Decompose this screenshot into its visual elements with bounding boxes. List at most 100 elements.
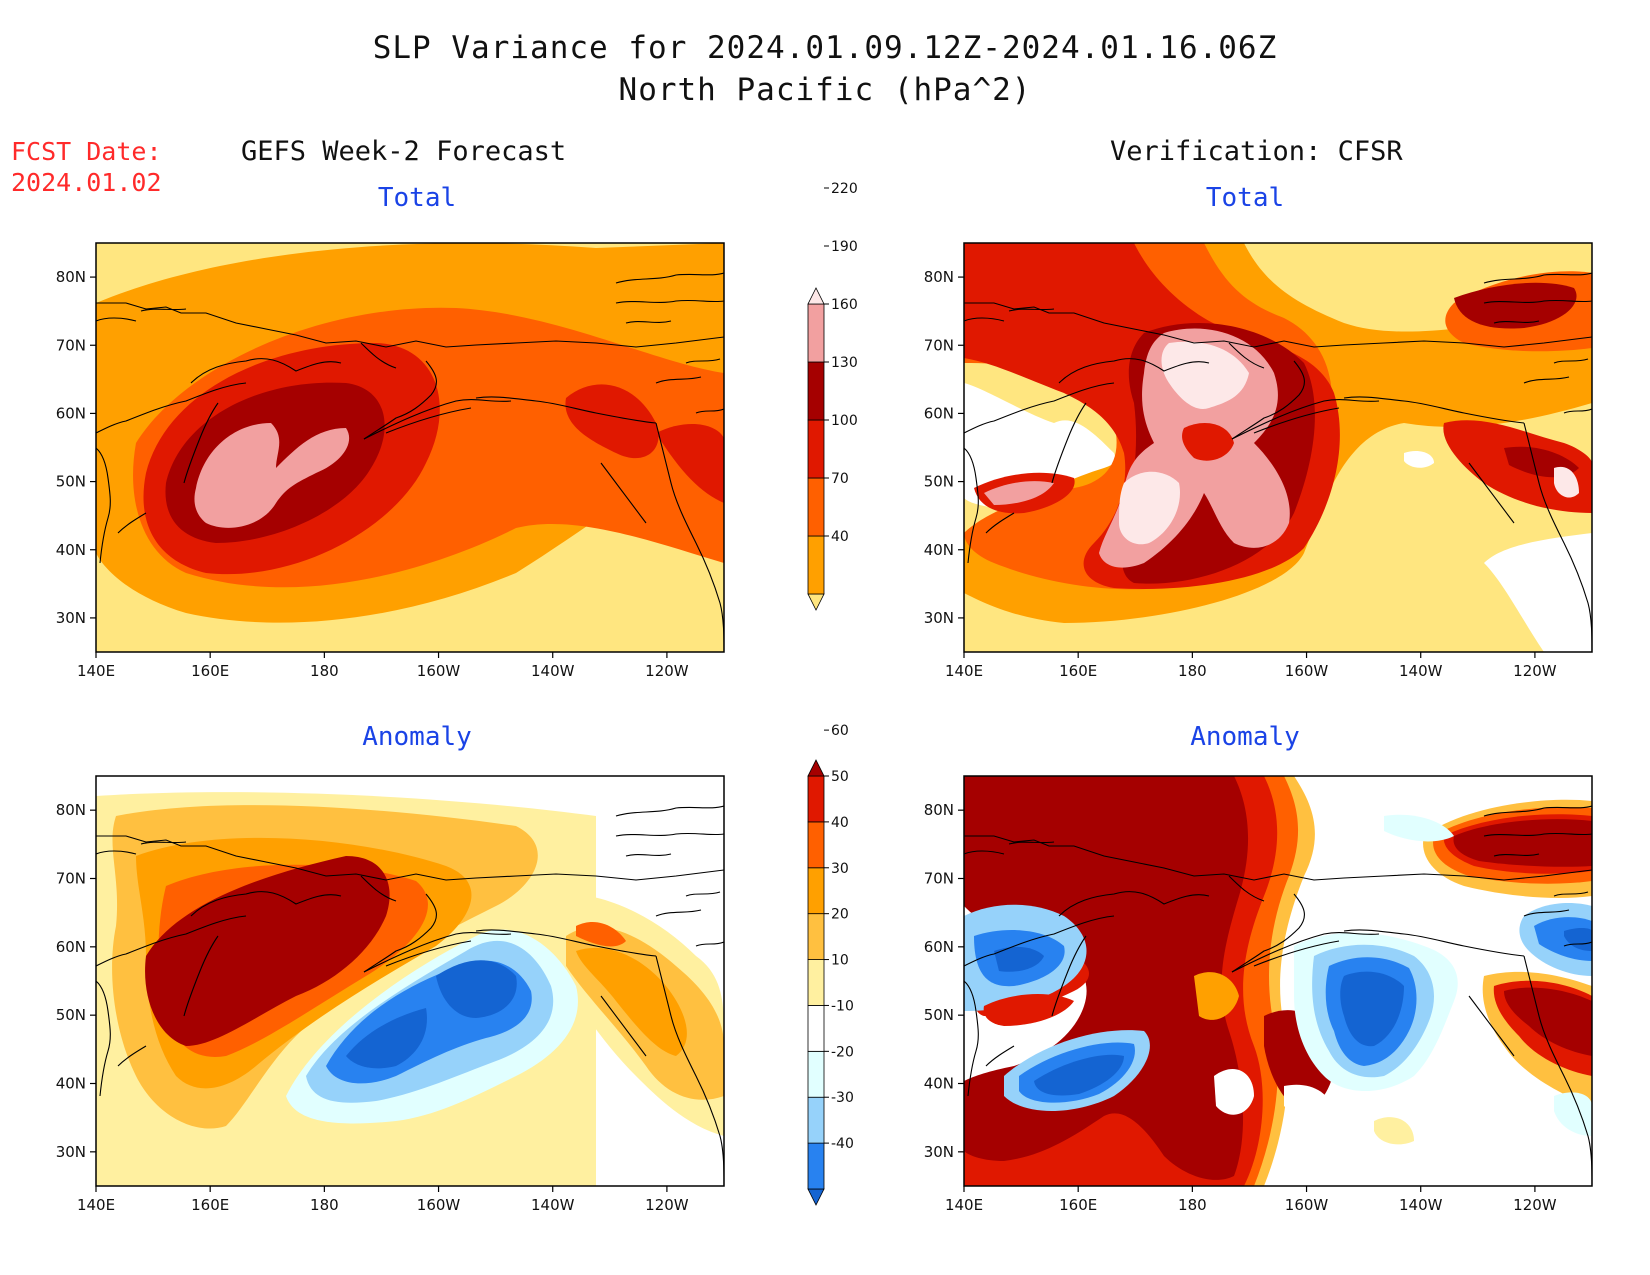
x-tick-label: 140W — [1399, 1196, 1443, 1214]
x-tick-label: 160E — [1059, 1196, 1097, 1214]
left-column-title: GEFS Week-2 Forecast — [241, 136, 567, 167]
y-tick-label: 80N — [56, 801, 86, 819]
colorbar-label: 60 — [831, 723, 849, 739]
x-tick-label: 160E — [1059, 662, 1097, 680]
colorbar-label: 40 — [831, 815, 849, 831]
right-column-title: Verification: CFSR — [1110, 136, 1403, 167]
panel-title-verif-anomaly: Anomaly — [1190, 722, 1300, 752]
colorbar-label: 130 — [831, 355, 858, 371]
x-tick-label: 180 — [1178, 662, 1207, 680]
x-tick-label: 160E — [191, 662, 229, 680]
x-tick-label: 180 — [310, 1196, 339, 1214]
colorbar-swatch — [807, 913, 825, 960]
y-tick-label: 30N — [56, 609, 86, 627]
colorbar-label: -20 — [831, 1044, 854, 1060]
y-tick-label: 70N — [924, 336, 954, 354]
y-tick-label: 40N — [924, 541, 954, 559]
colorbar-label: -40 — [831, 1136, 854, 1152]
colorbar-label: 20 — [831, 907, 849, 923]
panel-title-verif-total: Total — [1205, 183, 1285, 213]
colorbar-swatch — [807, 303, 825, 363]
forecast-date-block: FCST Date: 2024.01.02 — [11, 136, 162, 198]
x-tick-label: 160W — [417, 662, 461, 680]
y-tick-label: 70N — [56, 870, 86, 888]
colorbar-swatch — [807, 1188, 825, 1206]
y-tick-label: 60N — [924, 938, 954, 956]
map-frame — [963, 775, 1593, 1187]
panel-fcst-anomaly: 140E 160E 180 160W 140W 120W 80N 70N 60N 50N 40N 30… — [56, 775, 725, 1214]
colorbar-swatch — [807, 535, 825, 595]
y-tick-label: 40N — [56, 541, 86, 559]
x-tick-label: 120W — [645, 1196, 689, 1214]
colorbar-label: 100 — [831, 413, 858, 429]
y-tick-label: 50N — [56, 1006, 86, 1024]
colorbar-swatch — [807, 775, 825, 823]
x-tick-label: 140W — [1399, 662, 1443, 680]
y-tick-label: 50N — [924, 473, 954, 491]
forecast-date-label: FCST Date: — [11, 137, 162, 166]
colorbar-swatch — [807, 759, 825, 777]
y-tick-label: 40N — [924, 1075, 954, 1093]
colorbar-label: -10 — [831, 998, 854, 1014]
colorbar-swatch — [807, 867, 825, 915]
verif-total-field — [964, 243, 1592, 652]
colorbar-label: 220 — [831, 181, 858, 197]
x-tick-label: 140E — [77, 1196, 115, 1214]
colorbar-label: -30 — [831, 1090, 854, 1106]
colorbar-anomaly: -40 -30 -20 -10 10 20 30 40 50 60 — [807, 723, 854, 1206]
colorbar-swatch — [807, 287, 825, 305]
y-tick-label: 30N — [924, 1143, 954, 1161]
y-tick-label: 60N — [56, 938, 86, 956]
y-tick-label: 80N — [924, 268, 954, 286]
y-tick-label: 80N — [56, 268, 86, 286]
panel-title-fcst-anomaly: Anomaly — [362, 722, 472, 752]
colorbar-label: 50 — [831, 769, 849, 785]
colorbar-label: 30 — [831, 861, 849, 877]
y-tick-label: 80N — [924, 801, 954, 819]
colorbar-swatch — [807, 593, 825, 611]
colorbar-swatch — [807, 1005, 825, 1052]
colorbar-label: 10 — [831, 953, 849, 969]
colorbar-label: 70 — [831, 471, 849, 487]
fcst-anomaly-field — [96, 776, 724, 1186]
panel-verif-anomaly: 140E 160E 180 160W 140W 120W 80N 70N 60N 50N 40N 30… — [924, 775, 1593, 1214]
colorbar-swatch — [807, 1050, 825, 1098]
panel-fcst-total: 140E 160E 180 160W 140W 120W 80N 70N 60N 50N 40N 30… — [56, 242, 725, 680]
x-tick-label: 160E — [191, 1196, 229, 1214]
x-tick-label: 180 — [1178, 1196, 1207, 1214]
colorbar-label: 160 — [831, 297, 858, 313]
colorbar-swatch — [807, 821, 825, 869]
x-tick-label: 140W — [531, 662, 575, 680]
fcst-total-field — [96, 243, 724, 652]
colorbar-swatch — [807, 1142, 825, 1190]
y-tick-label: 50N — [56, 473, 86, 491]
x-tick-label: 120W — [1513, 662, 1557, 680]
main-subtitle: North Pacific (hPa^2) — [618, 72, 1032, 108]
colorbar-swatch — [807, 477, 825, 537]
x-tick-label: 180 — [310, 662, 339, 680]
y-tick-label: 60N — [924, 404, 954, 422]
colorbar-swatch — [807, 361, 825, 421]
y-tick-label: 70N — [56, 336, 86, 354]
forecast-date-value: 2024.01.02 — [11, 168, 162, 197]
x-tick-label: 120W — [645, 662, 689, 680]
colorbar-swatch — [807, 1096, 825, 1144]
map-frame — [95, 775, 725, 1187]
y-tick-label: 60N — [56, 404, 86, 422]
x-tick-label: 160W — [1285, 662, 1329, 680]
x-tick-label: 160W — [1285, 1196, 1329, 1214]
map-frame — [963, 242, 1593, 653]
map-frame — [95, 242, 725, 653]
colorbar-label: 190 — [831, 239, 858, 255]
y-tick-label: 30N — [924, 609, 954, 627]
x-tick-label: 140W — [531, 1196, 575, 1214]
y-tick-label: 70N — [924, 870, 954, 888]
colorbar-swatch — [807, 959, 825, 1006]
y-tick-label: 30N — [56, 1143, 86, 1161]
colorbar-total: 40 70 100 130 160 190 220 — [807, 181, 858, 611]
verif-anomaly-field — [964, 776, 1592, 1186]
colorbar-swatch — [807, 419, 825, 479]
main-title: SLP Variance for 2024.01.09.12Z-2024.01.… — [372, 30, 1278, 66]
x-tick-label: 140E — [945, 662, 983, 680]
